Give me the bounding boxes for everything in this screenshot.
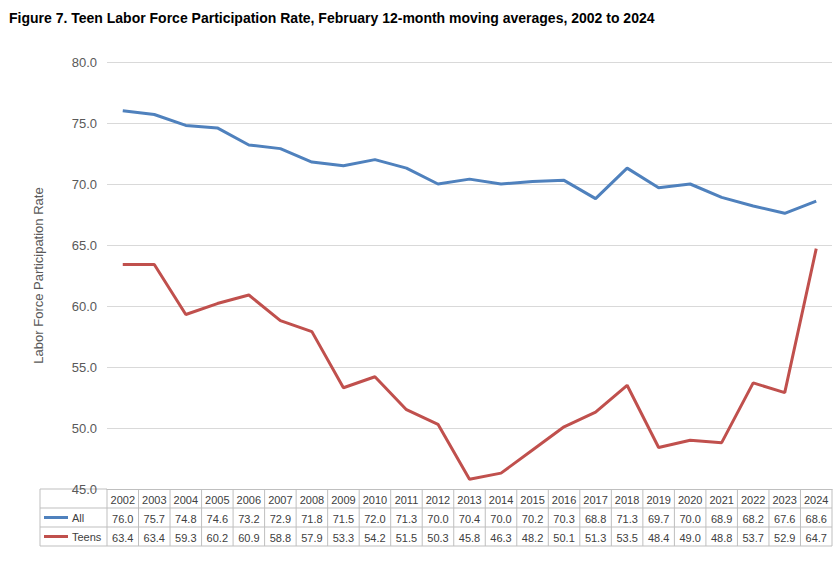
svg-text:2022: 2022 bbox=[741, 494, 765, 506]
svg-text:70.0: 70.0 bbox=[72, 177, 97, 192]
svg-text:2023: 2023 bbox=[772, 494, 796, 506]
svg-text:52.9: 52.9 bbox=[774, 532, 795, 544]
svg-text:45.8: 45.8 bbox=[459, 532, 480, 544]
svg-text:70.0: 70.0 bbox=[490, 513, 511, 525]
svg-text:Figure 7. Teen Labor Force Par: Figure 7. Teen Labor Force Participation… bbox=[9, 10, 655, 26]
svg-text:2014: 2014 bbox=[489, 494, 513, 506]
svg-text:2017: 2017 bbox=[583, 494, 607, 506]
svg-text:60.0: 60.0 bbox=[72, 299, 97, 314]
svg-text:2011: 2011 bbox=[395, 494, 419, 506]
svg-text:70.3: 70.3 bbox=[553, 513, 574, 525]
svg-text:65.0: 65.0 bbox=[72, 238, 97, 253]
svg-text:60.9: 60.9 bbox=[238, 532, 259, 544]
svg-text:72.0: 72.0 bbox=[364, 513, 385, 525]
svg-text:68.2: 68.2 bbox=[742, 513, 763, 525]
svg-text:73.2: 73.2 bbox=[238, 513, 259, 525]
svg-text:51.3: 51.3 bbox=[585, 532, 606, 544]
svg-text:54.2: 54.2 bbox=[364, 532, 385, 544]
svg-text:2021: 2021 bbox=[709, 494, 733, 506]
svg-text:2012: 2012 bbox=[426, 494, 450, 506]
svg-text:50.0: 50.0 bbox=[72, 421, 97, 436]
svg-text:Teens: Teens bbox=[72, 531, 102, 543]
svg-text:2004: 2004 bbox=[174, 494, 198, 506]
svg-text:2006: 2006 bbox=[237, 494, 261, 506]
svg-text:2010: 2010 bbox=[363, 494, 387, 506]
svg-text:60.2: 60.2 bbox=[207, 532, 228, 544]
svg-text:68.9: 68.9 bbox=[711, 513, 732, 525]
svg-text:55.0: 55.0 bbox=[72, 360, 97, 375]
svg-text:48.4: 48.4 bbox=[648, 532, 669, 544]
svg-text:2002: 2002 bbox=[111, 494, 135, 506]
svg-text:2003: 2003 bbox=[142, 494, 166, 506]
svg-text:2016: 2016 bbox=[552, 494, 576, 506]
svg-text:46.3: 46.3 bbox=[490, 532, 511, 544]
svg-text:53.3: 53.3 bbox=[333, 532, 354, 544]
svg-text:53.7: 53.7 bbox=[742, 532, 763, 544]
svg-text:All: All bbox=[72, 512, 84, 524]
svg-text:2013: 2013 bbox=[457, 494, 481, 506]
svg-text:71.3: 71.3 bbox=[616, 513, 637, 525]
svg-text:2020: 2020 bbox=[678, 494, 702, 506]
svg-text:75.7: 75.7 bbox=[144, 513, 165, 525]
svg-text:49.0: 49.0 bbox=[679, 532, 700, 544]
svg-text:45.0: 45.0 bbox=[72, 482, 97, 497]
svg-text:2018: 2018 bbox=[615, 494, 639, 506]
svg-text:2009: 2009 bbox=[331, 494, 355, 506]
svg-text:48.2: 48.2 bbox=[522, 532, 543, 544]
svg-text:75.0: 75.0 bbox=[72, 116, 97, 131]
svg-text:64.7: 64.7 bbox=[806, 532, 827, 544]
svg-text:53.5: 53.5 bbox=[616, 532, 637, 544]
svg-text:59.3: 59.3 bbox=[175, 532, 196, 544]
svg-text:51.5: 51.5 bbox=[396, 532, 417, 544]
svg-text:2024: 2024 bbox=[804, 494, 828, 506]
svg-text:50.1: 50.1 bbox=[553, 532, 574, 544]
svg-text:2007: 2007 bbox=[268, 494, 292, 506]
svg-text:2005: 2005 bbox=[205, 494, 229, 506]
svg-text:68.8: 68.8 bbox=[585, 513, 606, 525]
svg-text:2019: 2019 bbox=[646, 494, 670, 506]
svg-text:74.6: 74.6 bbox=[207, 513, 228, 525]
svg-text:2008: 2008 bbox=[300, 494, 324, 506]
svg-text:76.0: 76.0 bbox=[112, 513, 133, 525]
svg-text:Labor Force Participation Rate: Labor Force Participation Rate bbox=[31, 187, 46, 363]
svg-text:80.0: 80.0 bbox=[72, 55, 97, 70]
svg-text:50.3: 50.3 bbox=[427, 532, 448, 544]
svg-text:67.6: 67.6 bbox=[774, 513, 795, 525]
svg-text:70.2: 70.2 bbox=[522, 513, 543, 525]
svg-text:71.3: 71.3 bbox=[396, 513, 417, 525]
svg-text:71.8: 71.8 bbox=[301, 513, 322, 525]
svg-text:69.7: 69.7 bbox=[648, 513, 669, 525]
svg-text:70.0: 70.0 bbox=[427, 513, 448, 525]
svg-text:63.4: 63.4 bbox=[112, 532, 133, 544]
svg-text:70.4: 70.4 bbox=[459, 513, 480, 525]
svg-text:2015: 2015 bbox=[520, 494, 544, 506]
svg-text:70.0: 70.0 bbox=[679, 513, 700, 525]
svg-text:72.9: 72.9 bbox=[270, 513, 291, 525]
svg-text:74.8: 74.8 bbox=[175, 513, 196, 525]
svg-text:58.8: 58.8 bbox=[270, 532, 291, 544]
svg-text:63.4: 63.4 bbox=[144, 532, 165, 544]
svg-text:68.6: 68.6 bbox=[806, 513, 827, 525]
svg-text:57.9: 57.9 bbox=[301, 532, 322, 544]
svg-text:71.5: 71.5 bbox=[333, 513, 354, 525]
svg-text:48.8: 48.8 bbox=[711, 532, 732, 544]
